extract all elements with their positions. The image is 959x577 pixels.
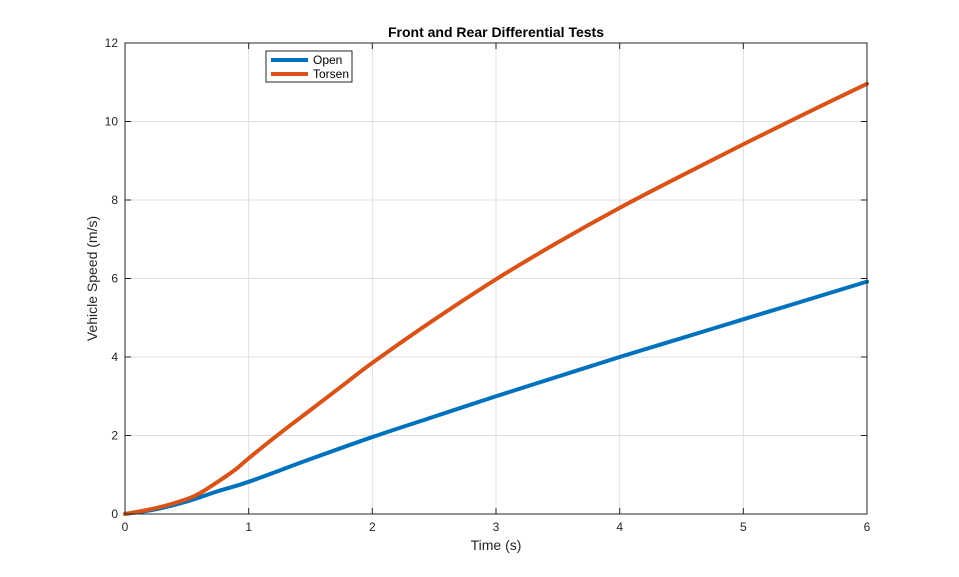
y-tick-label: 4	[111, 350, 118, 364]
x-tick-label: 0	[122, 520, 129, 534]
y-axis-label: Vehicle Speed (m/s)	[84, 216, 100, 341]
x-axis-label: Time (s)	[471, 537, 522, 553]
y-tick-label: 2	[111, 429, 118, 443]
x-tick-label: 2	[369, 520, 376, 534]
series-line-torsen	[123, 81, 869, 516]
x-tick-label: 1	[245, 520, 252, 534]
x-tick-label: 6	[864, 520, 871, 534]
series-layer	[123, 81, 869, 516]
legend-label-torsen: Torsen	[313, 67, 349, 81]
series-line-open	[123, 279, 869, 516]
y-tick-label: 8	[111, 193, 118, 207]
y-tick-label: 0	[111, 507, 118, 521]
legend-box	[265, 50, 353, 83]
y-tick-label: 10	[105, 115, 119, 129]
y-tick-label: 6	[111, 272, 118, 286]
x-tick-label: 4	[616, 520, 623, 534]
x-tick-label: 3	[493, 520, 500, 534]
legend-label-open: Open	[313, 53, 342, 67]
y-tick-label: 12	[105, 36, 119, 50]
x-tick-label: 5	[740, 520, 747, 534]
chart-title: Front and Rear Differential Tests	[388, 24, 604, 40]
